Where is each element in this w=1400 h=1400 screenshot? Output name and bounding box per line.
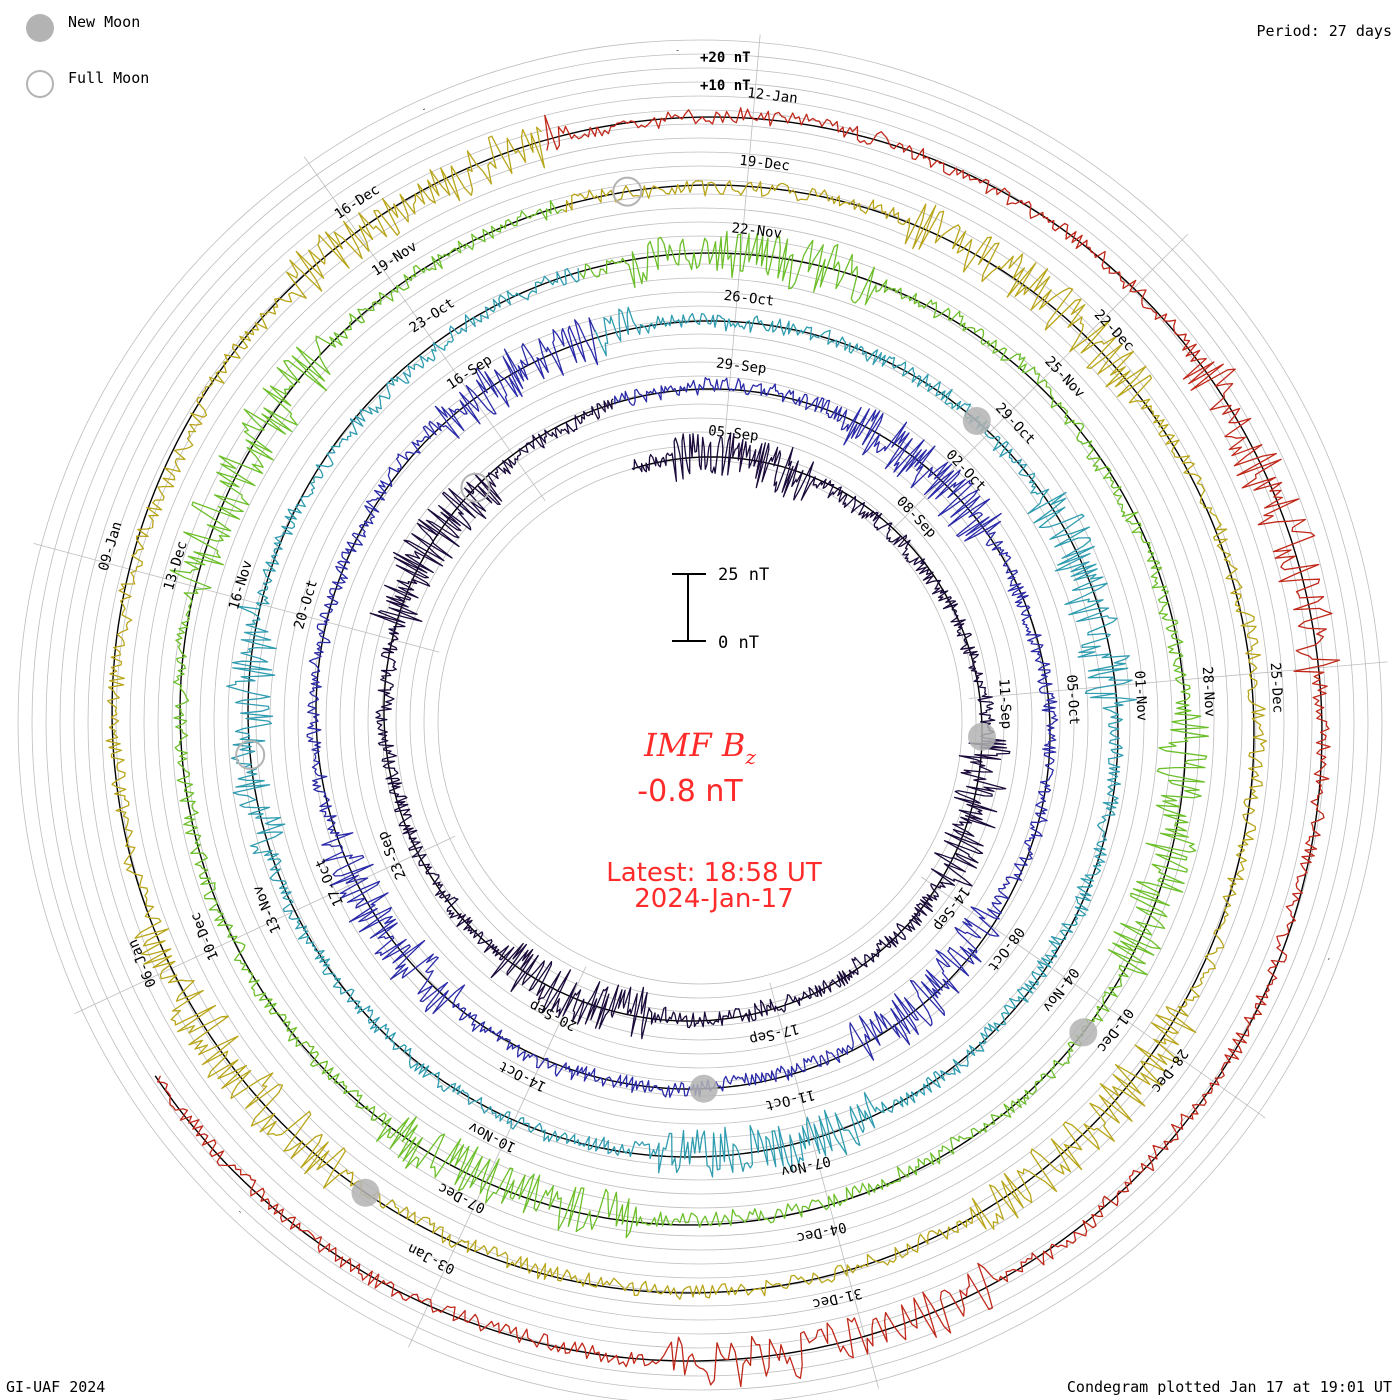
date-label: 29-Sep <box>715 355 767 377</box>
latest-date: 2024-Jan-17 <box>634 884 794 914</box>
date-label: 19-Nov <box>369 238 420 279</box>
date-label: 16-Dec <box>332 182 383 223</box>
date-label: 05-Oct <box>1063 674 1082 725</box>
date-label: 22-Nov <box>731 220 783 242</box>
grid-circle <box>101 123 1299 1321</box>
date-label: 09-Jan <box>96 520 126 573</box>
new-moon-marker <box>962 407 991 435</box>
label-layer: 05-Sep08-Sep11-Sep14-Sep17-Sep20-Sep23-S… <box>96 85 1286 1312</box>
spoke-line <box>303 156 546 502</box>
scale-bar: 25 nT 0 nT <box>672 565 769 653</box>
series-rotation-4 <box>169 199 1210 1239</box>
legend-full-moon: Full Moon <box>26 69 150 98</box>
full-moon-marker <box>460 472 491 503</box>
outer-scale-label-high: +20 nT <box>700 50 751 66</box>
grid-circle <box>199 221 1201 1223</box>
credit-label: GI-UAF 2024 <box>6 1378 106 1396</box>
outer-scale-tick <box>27 49 1373 1395</box>
date-label: 04-Nov <box>1039 965 1082 1015</box>
spoke-line <box>723 34 761 454</box>
grid-circle <box>45 67 1355 1377</box>
date-label: 07-Nov <box>779 1152 832 1179</box>
series-rotation-3 <box>226 267 1138 1178</box>
new-moon-marker <box>1069 1018 1098 1047</box>
grid-circle <box>353 375 1047 1069</box>
grid-circle <box>17 39 1383 1400</box>
grid-circle <box>31 53 1369 1391</box>
full-moon-icon <box>26 70 54 98</box>
date-label: 16-Nov <box>226 559 256 612</box>
scale-bar-high-label: 25 nT <box>718 565 769 585</box>
date-label: 08-Oct <box>984 924 1027 974</box>
series-rotation-2 <box>306 317 1059 1098</box>
spoke-line <box>74 835 456 1014</box>
grid-circle <box>59 81 1341 1363</box>
grid-circle <box>87 109 1313 1335</box>
new-moon-icon <box>26 14 54 42</box>
date-label: 31-Dec <box>811 1285 864 1312</box>
grid-circle <box>367 389 1033 1055</box>
date-label: 19-Dec <box>739 153 791 175</box>
moon-layer <box>235 176 1098 1207</box>
latest-value: -0.8 nT <box>637 774 743 809</box>
period-label: Period: 27 days <box>1256 22 1392 40</box>
date-label: 12-Jan <box>746 85 798 107</box>
date-label: 16-Sep <box>444 352 495 393</box>
date-label: 04-Dec <box>795 1218 848 1245</box>
date-label: 25-Dec <box>1267 662 1286 713</box>
full-moon-marker <box>235 740 266 770</box>
measure-title-subscript: z <box>745 745 756 769</box>
measure-title: IMF Bz <box>0 726 1400 769</box>
series-layer <box>105 107 1341 1388</box>
date-label: 20-Oct <box>291 578 321 631</box>
grid-circle <box>381 403 1019 1041</box>
date-label: 28-Nov <box>1199 666 1218 717</box>
date-label: 01-Nov <box>1131 670 1150 721</box>
latest-time: Latest: 18:58 UT <box>606 858 822 888</box>
spoke-line <box>408 966 587 1348</box>
spoke-layer <box>33 34 1388 1389</box>
date-label: 20-Sep <box>527 997 579 1034</box>
series-rotation-6 <box>157 107 1341 1388</box>
legend-full-moon-label: Full Moon <box>68 69 150 87</box>
full-moon-marker <box>612 176 643 207</box>
grid-circle <box>255 277 1145 1167</box>
grid-circle <box>157 179 1243 1265</box>
series-rotation-5 <box>105 126 1268 1300</box>
grid-circle <box>395 417 1005 1027</box>
date-label: 11-Sep <box>995 678 1014 729</box>
date-label: 26-Oct <box>723 288 775 310</box>
spoke-line <box>33 543 440 653</box>
series-rotation-1 <box>369 398 1011 1040</box>
outer-scale-label-low: +10 nT <box>700 78 751 94</box>
legend-new-moon-label: New Moon <box>68 13 141 31</box>
grid-circle <box>311 333 1089 1111</box>
grid-circle <box>423 445 977 999</box>
grid-layer <box>17 39 1383 1400</box>
grid-circle <box>115 137 1285 1307</box>
new-moon-marker <box>689 1074 718 1103</box>
date-label: 17-Sep <box>748 1020 801 1047</box>
grid-circle <box>409 431 991 1013</box>
spoke-line <box>968 661 1388 699</box>
spoke-line <box>920 876 1266 1119</box>
spoke-line <box>769 982 879 1389</box>
measure-title-main: IMF B <box>644 726 746 764</box>
legend-new-moon: New Moon <box>26 13 141 42</box>
new-moon-marker <box>351 1178 380 1207</box>
plotted-timestamp: Condegram plotted Jan 17 at 19:01 UT <box>1066 1378 1392 1396</box>
grid-circle <box>437 459 963 985</box>
grid-circle <box>171 193 1229 1251</box>
new-moon-marker <box>968 722 996 751</box>
date-label: 05-Sep <box>707 423 759 445</box>
scale-bar-low-label: 0 nT <box>718 633 759 653</box>
date-label: 25-Nov <box>1041 353 1087 401</box>
date-label: 08-Sep <box>893 494 939 542</box>
